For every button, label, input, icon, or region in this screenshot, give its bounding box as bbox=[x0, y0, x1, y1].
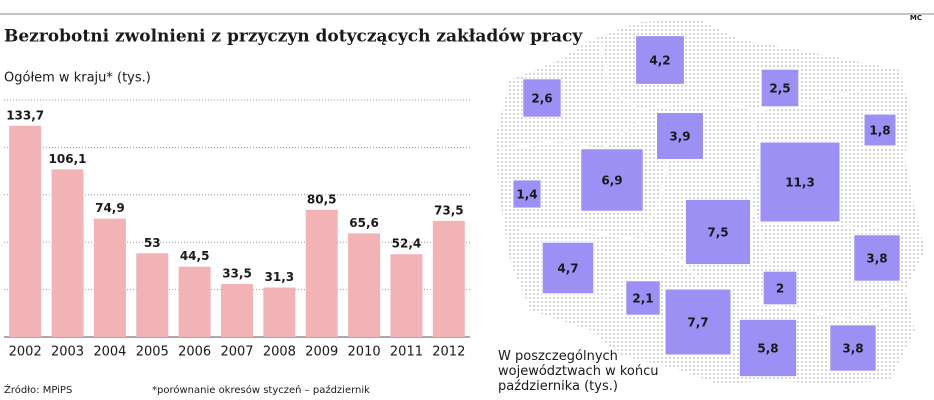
value-label: 73,5 bbox=[434, 203, 464, 217]
region-label: 3,8 bbox=[842, 342, 863, 356]
bar bbox=[221, 284, 253, 337]
bar bbox=[432, 220, 465, 337]
region-label: 3,9 bbox=[669, 130, 690, 144]
region-square bbox=[522, 78, 562, 118]
bar bbox=[51, 169, 84, 337]
bar bbox=[9, 125, 42, 337]
region-square bbox=[664, 288, 732, 356]
region-label: 2,1 bbox=[632, 292, 653, 306]
region-square bbox=[655, 111, 705, 161]
x-tick-label: 2002 bbox=[9, 345, 42, 360]
region-label: 6,9 bbox=[601, 174, 622, 188]
bar bbox=[348, 233, 381, 337]
region-square bbox=[853, 234, 901, 282]
region-label: 7,7 bbox=[687, 316, 708, 330]
value-label: 52,4 bbox=[392, 237, 422, 251]
value-label: 74,9 bbox=[95, 201, 125, 215]
value-label: 53 bbox=[144, 236, 161, 250]
region-square bbox=[625, 280, 661, 316]
bar bbox=[305, 209, 338, 337]
x-tick-label: 2010 bbox=[348, 345, 381, 360]
bar bbox=[263, 287, 296, 337]
source: Źródło: MPiPS bbox=[4, 383, 72, 396]
title: Bezrobotni zwolnieni z przyczyn dotycząc… bbox=[4, 27, 583, 47]
value-label: 106,1 bbox=[49, 152, 87, 166]
region-label: 2 bbox=[776, 282, 784, 296]
region-label: 2,5 bbox=[769, 82, 790, 96]
region-label: 4,7 bbox=[557, 262, 578, 276]
region-square bbox=[829, 324, 877, 372]
region-label: 11,3 bbox=[785, 176, 815, 190]
x-tick-label: 2004 bbox=[93, 345, 126, 360]
region-square bbox=[738, 318, 798, 378]
region-label: 5,8 bbox=[757, 342, 778, 356]
x-tick-label: 2008 bbox=[263, 345, 296, 360]
region-square bbox=[760, 68, 800, 108]
region-square bbox=[762, 270, 798, 306]
x-tick-label: 2005 bbox=[136, 345, 169, 360]
region-label: 1,8 bbox=[869, 124, 890, 138]
value-label: 44,5 bbox=[180, 249, 210, 263]
region-label: 7,5 bbox=[707, 226, 728, 240]
x-tick-label: 2009 bbox=[305, 345, 338, 360]
region-label: 2,6 bbox=[531, 92, 552, 106]
region-square bbox=[541, 241, 595, 295]
x-tick-label: 2011 bbox=[390, 345, 423, 360]
x-tick-label: 2003 bbox=[51, 345, 84, 360]
bar bbox=[390, 254, 423, 337]
region-square bbox=[635, 35, 685, 85]
map-caption: W poszczególnych województwach w końcu paź… bbox=[498, 349, 658, 394]
credit: MC bbox=[910, 14, 922, 22]
bar bbox=[136, 253, 169, 337]
region-square bbox=[512, 179, 542, 209]
region-label: 3,8 bbox=[866, 252, 887, 266]
value-label: 133,7 bbox=[6, 108, 44, 122]
value-label: 31,3 bbox=[265, 270, 295, 284]
region-square bbox=[580, 148, 644, 212]
x-tick-label: 2012 bbox=[432, 345, 465, 360]
x-tick-label: 2007 bbox=[220, 345, 253, 360]
value-label: 80,5 bbox=[307, 192, 337, 206]
value-label: 33,5 bbox=[222, 267, 252, 281]
bar bbox=[93, 218, 126, 337]
region-label: 1,4 bbox=[516, 188, 537, 202]
value-label: 65,6 bbox=[349, 216, 379, 230]
bar bbox=[178, 266, 211, 337]
subtitle: Ogółem w kraju* (tys.) bbox=[4, 71, 151, 86]
region-label: 4,2 bbox=[649, 54, 670, 68]
region-square bbox=[759, 141, 841, 223]
footnote: *porównanie okresów styczeń – październi… bbox=[152, 384, 370, 396]
region-square bbox=[863, 113, 897, 147]
region-square bbox=[684, 198, 752, 266]
x-tick-label: 2006 bbox=[178, 345, 211, 360]
